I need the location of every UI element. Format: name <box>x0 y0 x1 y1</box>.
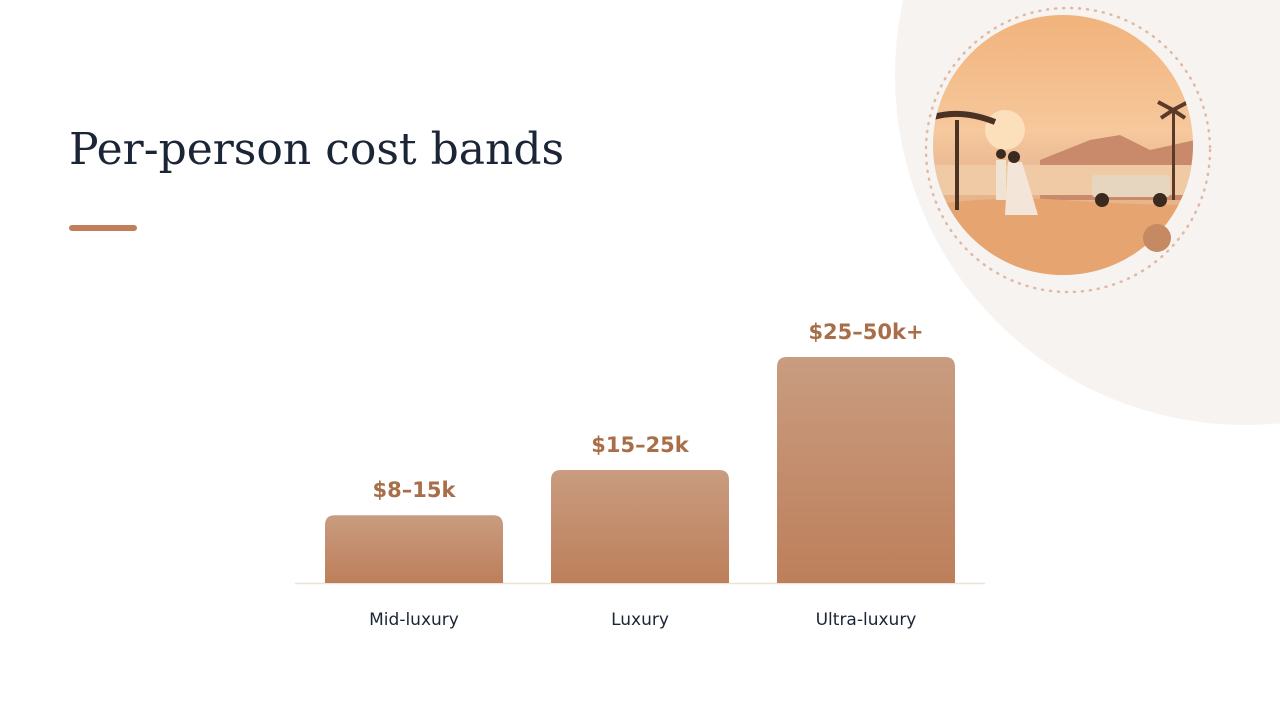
title-accent <box>69 225 137 231</box>
value-label: $8–15k <box>373 478 457 502</box>
bars: $8–15k Mid-luxury $15–25k Luxury $25–50k+ Ult… <box>325 320 955 630</box>
bar <box>777 357 955 583</box>
category-label: Ultra-luxury <box>816 610 917 630</box>
bar <box>551 470 729 583</box>
accent-dot <box>1143 224 1171 252</box>
value-label: $25–50k+ <box>808 320 923 344</box>
value-label: $15–25k <box>591 433 690 457</box>
category-label: Luxury <box>611 610 669 630</box>
category-label: Mid-luxury <box>369 610 459 630</box>
dotted-ring <box>924 6 1212 294</box>
bar <box>325 515 503 583</box>
slide-title: Per-person cost bands <box>69 124 564 175</box>
